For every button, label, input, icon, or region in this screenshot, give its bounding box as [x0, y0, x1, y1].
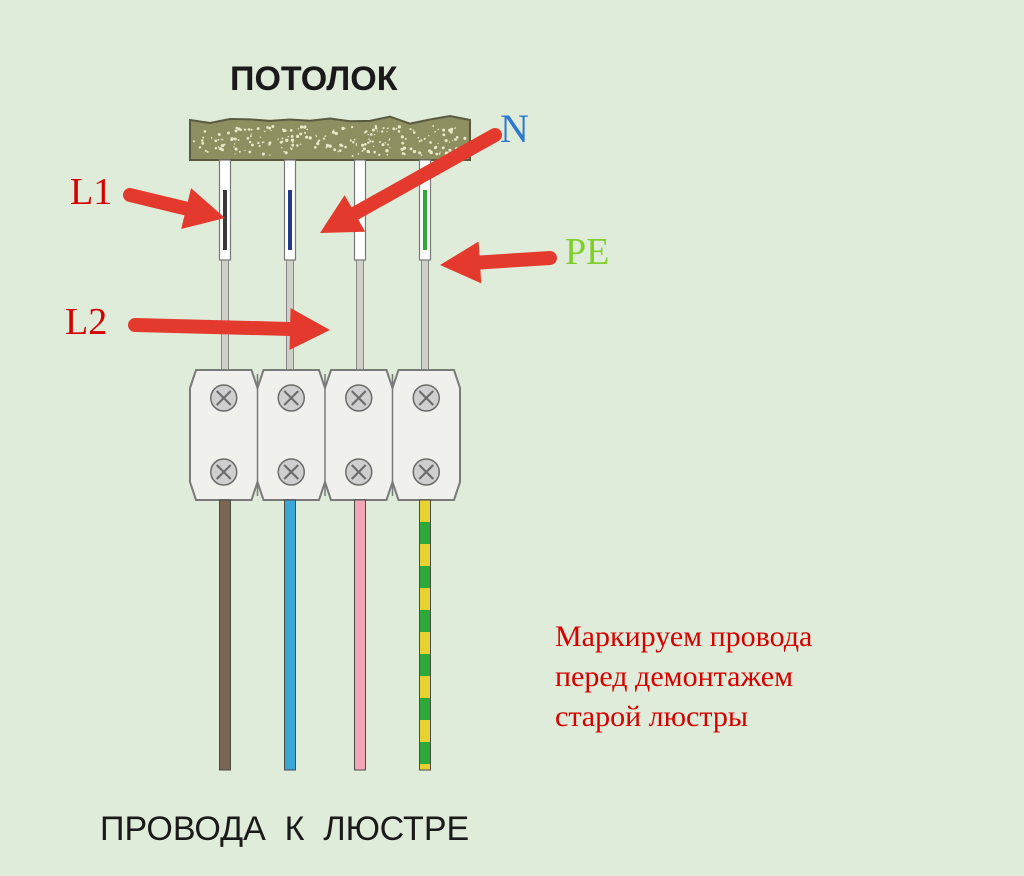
top-wire-2	[355, 160, 366, 370]
arrow-1	[135, 308, 330, 350]
terminal-block	[190, 370, 460, 500]
bottom-wire-1	[285, 500, 296, 770]
ceiling-strip	[190, 116, 470, 160]
wiring-diagram-svg	[0, 0, 1024, 876]
arrow-3	[440, 242, 550, 284]
bottom-wire-3	[420, 500, 431, 770]
bottom-wire-2	[355, 500, 366, 770]
top-wire-0	[220, 160, 231, 370]
bottom-wire-0	[220, 500, 231, 770]
top-wire-3	[420, 160, 431, 370]
arrow-0	[130, 188, 225, 229]
